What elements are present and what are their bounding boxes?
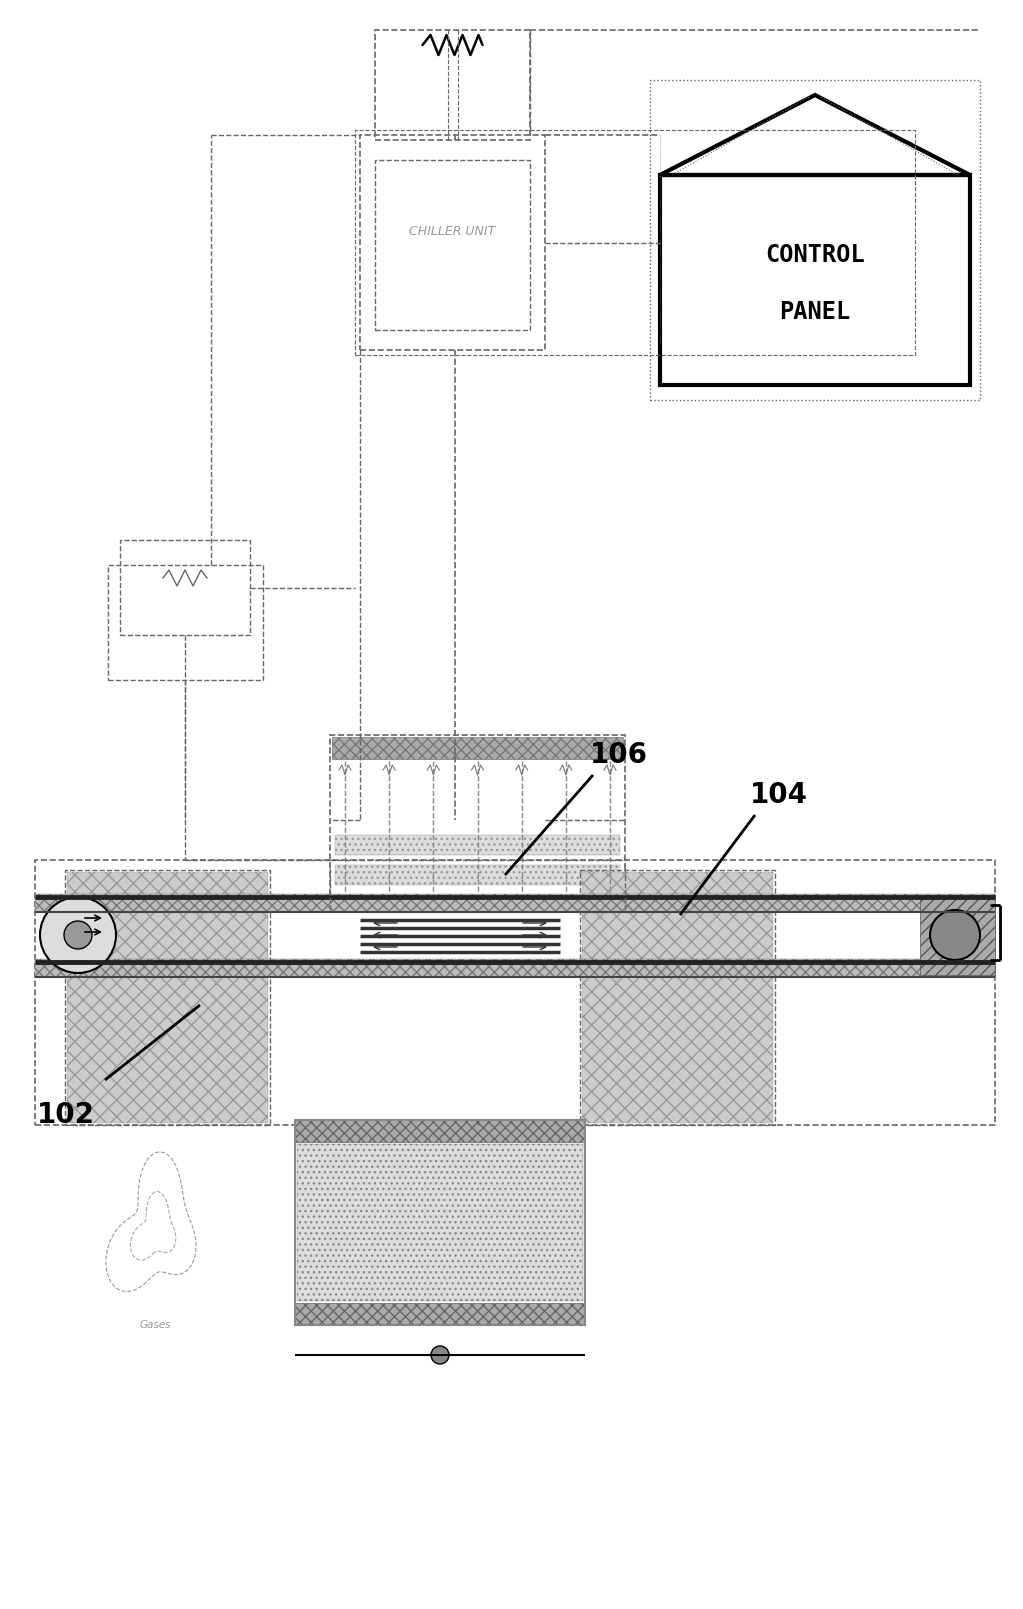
Bar — [35, 959, 995, 977]
Text: 106: 106 — [590, 742, 648, 769]
Bar — [335, 835, 620, 854]
Text: CONTROL: CONTROL — [765, 243, 864, 267]
Bar — [355, 130, 915, 356]
Bar — [332, 737, 623, 759]
Text: PANEL: PANEL — [780, 299, 851, 323]
Bar — [360, 135, 545, 351]
Bar — [297, 1144, 583, 1302]
Bar — [295, 1120, 585, 1142]
Bar — [580, 870, 775, 1125]
Bar — [295, 1303, 585, 1324]
Text: 104: 104 — [750, 780, 808, 809]
Bar — [375, 31, 530, 140]
Bar — [108, 565, 263, 681]
Bar — [295, 1120, 585, 1324]
Bar — [35, 859, 995, 1125]
Bar — [375, 159, 530, 330]
Circle shape — [40, 896, 116, 973]
Bar — [120, 541, 250, 636]
Bar — [920, 895, 995, 975]
Bar — [65, 870, 270, 1125]
Bar — [335, 866, 620, 885]
Bar — [66, 872, 268, 1123]
Bar — [650, 80, 980, 401]
Text: 102: 102 — [37, 1101, 95, 1130]
Bar — [660, 175, 970, 385]
Bar — [35, 895, 995, 912]
Bar — [330, 735, 625, 911]
Text: CHILLER UNIT: CHILLER UNIT — [409, 225, 495, 238]
Circle shape — [431, 1347, 449, 1364]
Text: Gases: Gases — [139, 1319, 171, 1331]
Circle shape — [930, 911, 980, 961]
Bar — [582, 872, 773, 1123]
Circle shape — [64, 920, 92, 949]
